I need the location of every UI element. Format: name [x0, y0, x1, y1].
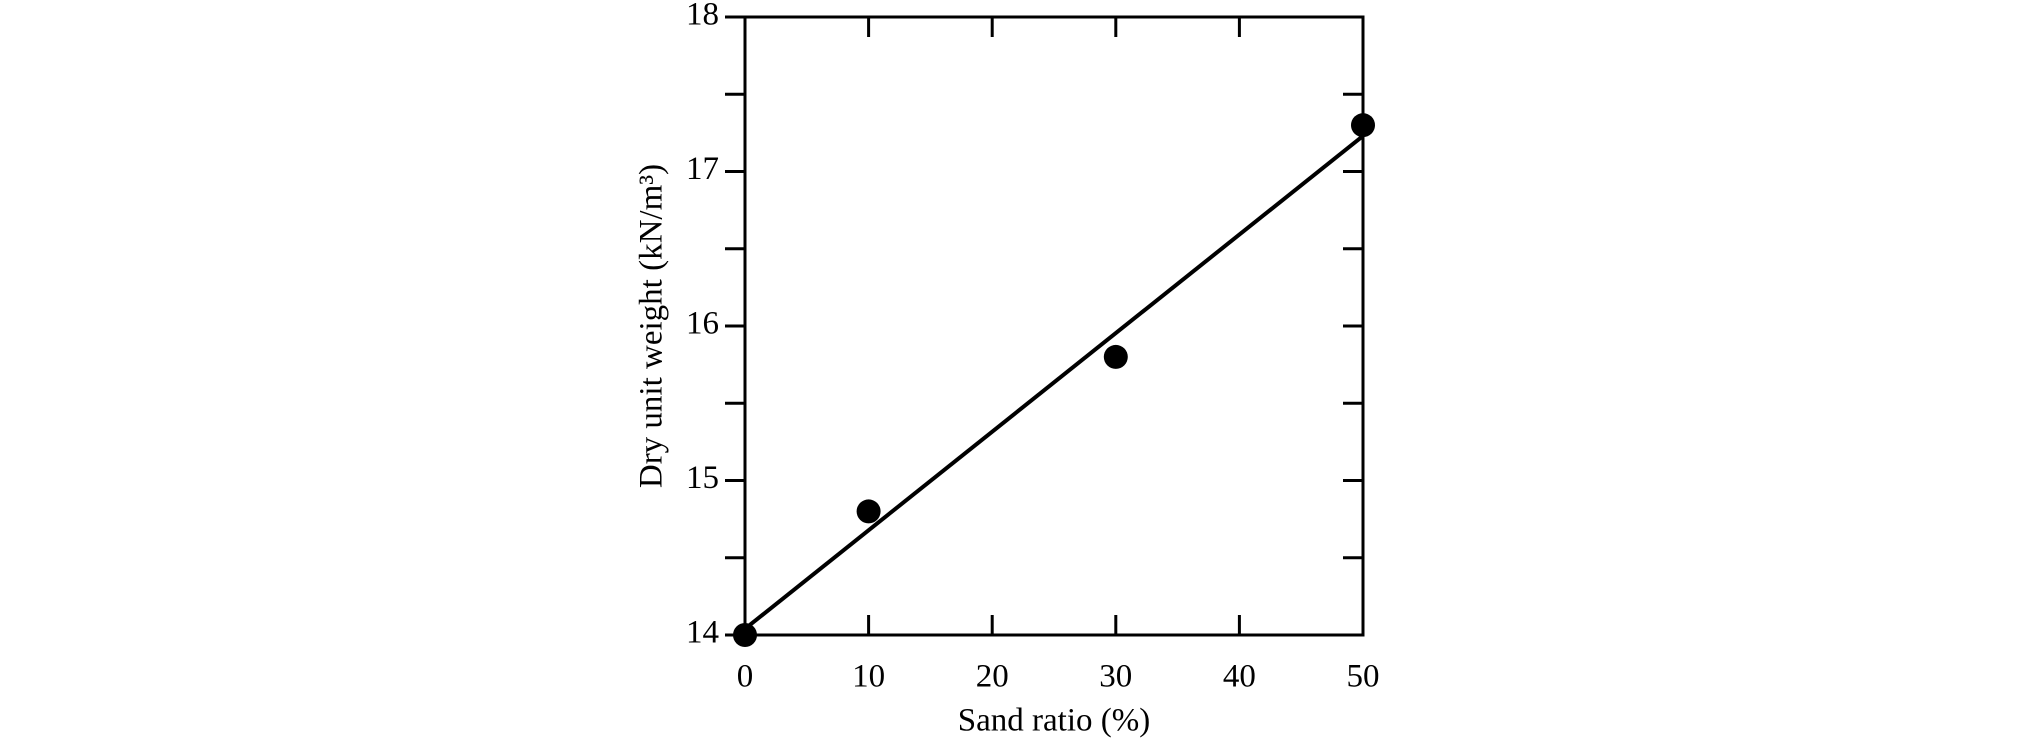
fit-line — [743, 134, 1365, 631]
x-axis-label: Sand ratio (%) — [958, 703, 1150, 739]
x-tick-label: 50 — [1347, 659, 1380, 695]
y-tick-label: 14 — [686, 615, 719, 651]
data-point — [856, 499, 881, 524]
data-point — [1103, 344, 1128, 369]
x-tick-label: 0 — [737, 659, 754, 695]
y-tick-label: 18 — [686, 0, 719, 33]
x-tick-label: 20 — [976, 659, 1009, 695]
plot-frame — [743, 15, 1365, 637]
x-tick-label: 40 — [1223, 659, 1256, 695]
y-axis-label: Dry unit weight (kN/m³) — [634, 164, 670, 488]
y-tick-label: 17 — [686, 151, 719, 187]
x-tick-label: 30 — [1099, 659, 1132, 695]
x-tick-label: 10 — [852, 659, 885, 695]
y-tick-label: 15 — [686, 460, 719, 496]
data-point — [733, 623, 757, 647]
y-tick-label: 16 — [686, 306, 719, 342]
data-point — [1351, 113, 1375, 138]
